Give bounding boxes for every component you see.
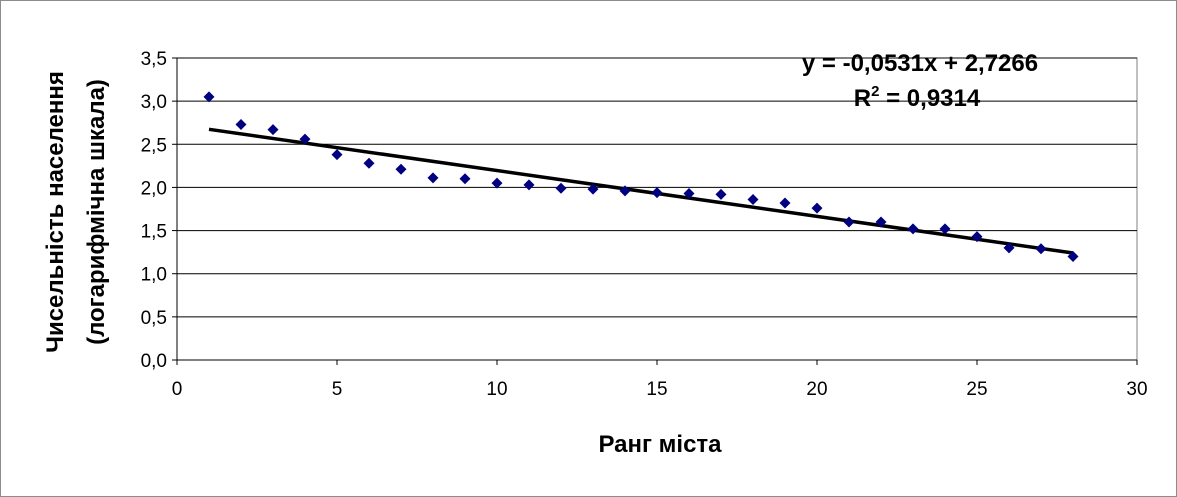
y-tick-label: 0,5	[141, 308, 167, 329]
data-point	[555, 182, 567, 194]
trendline	[208, 127, 1074, 255]
data-point	[523, 179, 535, 191]
data-point	[875, 216, 887, 228]
data-point	[395, 163, 407, 175]
axis-layer: 0,0 0,5 1,0 1,5 2,0 2,5 3,0 3,5 0 5 10 15 20 25 30	[141, 49, 1148, 400]
data-point	[587, 183, 599, 195]
y-tick-label: 0,0	[141, 351, 167, 372]
data-point	[747, 194, 759, 206]
r-squared-prefix: R	[854, 85, 871, 112]
labels-layer: Ранг міста Чисельність населення (логари…	[42, 50, 1038, 458]
data-point	[363, 157, 375, 169]
x-tick-label: 5	[332, 379, 343, 400]
y-tick-label: 2,0	[141, 178, 167, 199]
y-axis-title: Чисельність населення	[42, 71, 69, 353]
data-point	[331, 149, 343, 161]
data-point	[1003, 242, 1015, 254]
data-point	[267, 124, 279, 136]
y-tick-label: 2,5	[141, 135, 167, 156]
r-squared-label: R2 = 0,9314	[854, 83, 981, 112]
data-point	[203, 91, 215, 103]
data-point	[715, 188, 727, 200]
data-point	[1067, 250, 1079, 262]
data-point	[651, 187, 663, 199]
r-squared-superscript: 2	[871, 83, 879, 100]
r-squared-value: = 0,9314	[879, 85, 980, 112]
y-tick-label: 3,5	[141, 49, 167, 70]
data-point	[299, 133, 311, 145]
data-point	[619, 185, 631, 197]
data-point	[907, 223, 919, 235]
grid-layer	[177, 57, 1137, 318]
data-point	[235, 118, 247, 130]
x-tick-label: 25	[966, 379, 987, 400]
data-point	[939, 223, 951, 235]
data-point	[971, 231, 983, 243]
x-tick-label: 20	[806, 379, 827, 400]
x-tick-label: 30	[1126, 379, 1147, 400]
trend-layer	[208, 127, 1074, 255]
trendline-equation: y = -0,0531x + 2,7266	[802, 50, 1038, 77]
x-tick-label: 0	[172, 379, 183, 400]
data-point	[811, 202, 823, 214]
data-point	[427, 172, 439, 184]
y-tick-label: 1,0	[141, 265, 167, 286]
x-tick-label: 15	[646, 379, 667, 400]
data-point	[1035, 243, 1047, 255]
data-point	[779, 197, 791, 209]
y-tick-label: 3,0	[141, 92, 167, 113]
y-tick-label: 1,5	[141, 222, 167, 243]
x-tick-label: 10	[486, 379, 507, 400]
y-axis-title-line2: (логарифмічна шкала)	[83, 79, 110, 345]
data-point	[491, 177, 503, 189]
x-axis-title: Ранг міста	[598, 431, 722, 458]
data-point	[683, 187, 695, 199]
points-layer	[203, 91, 1079, 262]
data-point	[459, 173, 471, 185]
plot-area	[176, 57, 1138, 361]
data-point	[843, 216, 855, 228]
